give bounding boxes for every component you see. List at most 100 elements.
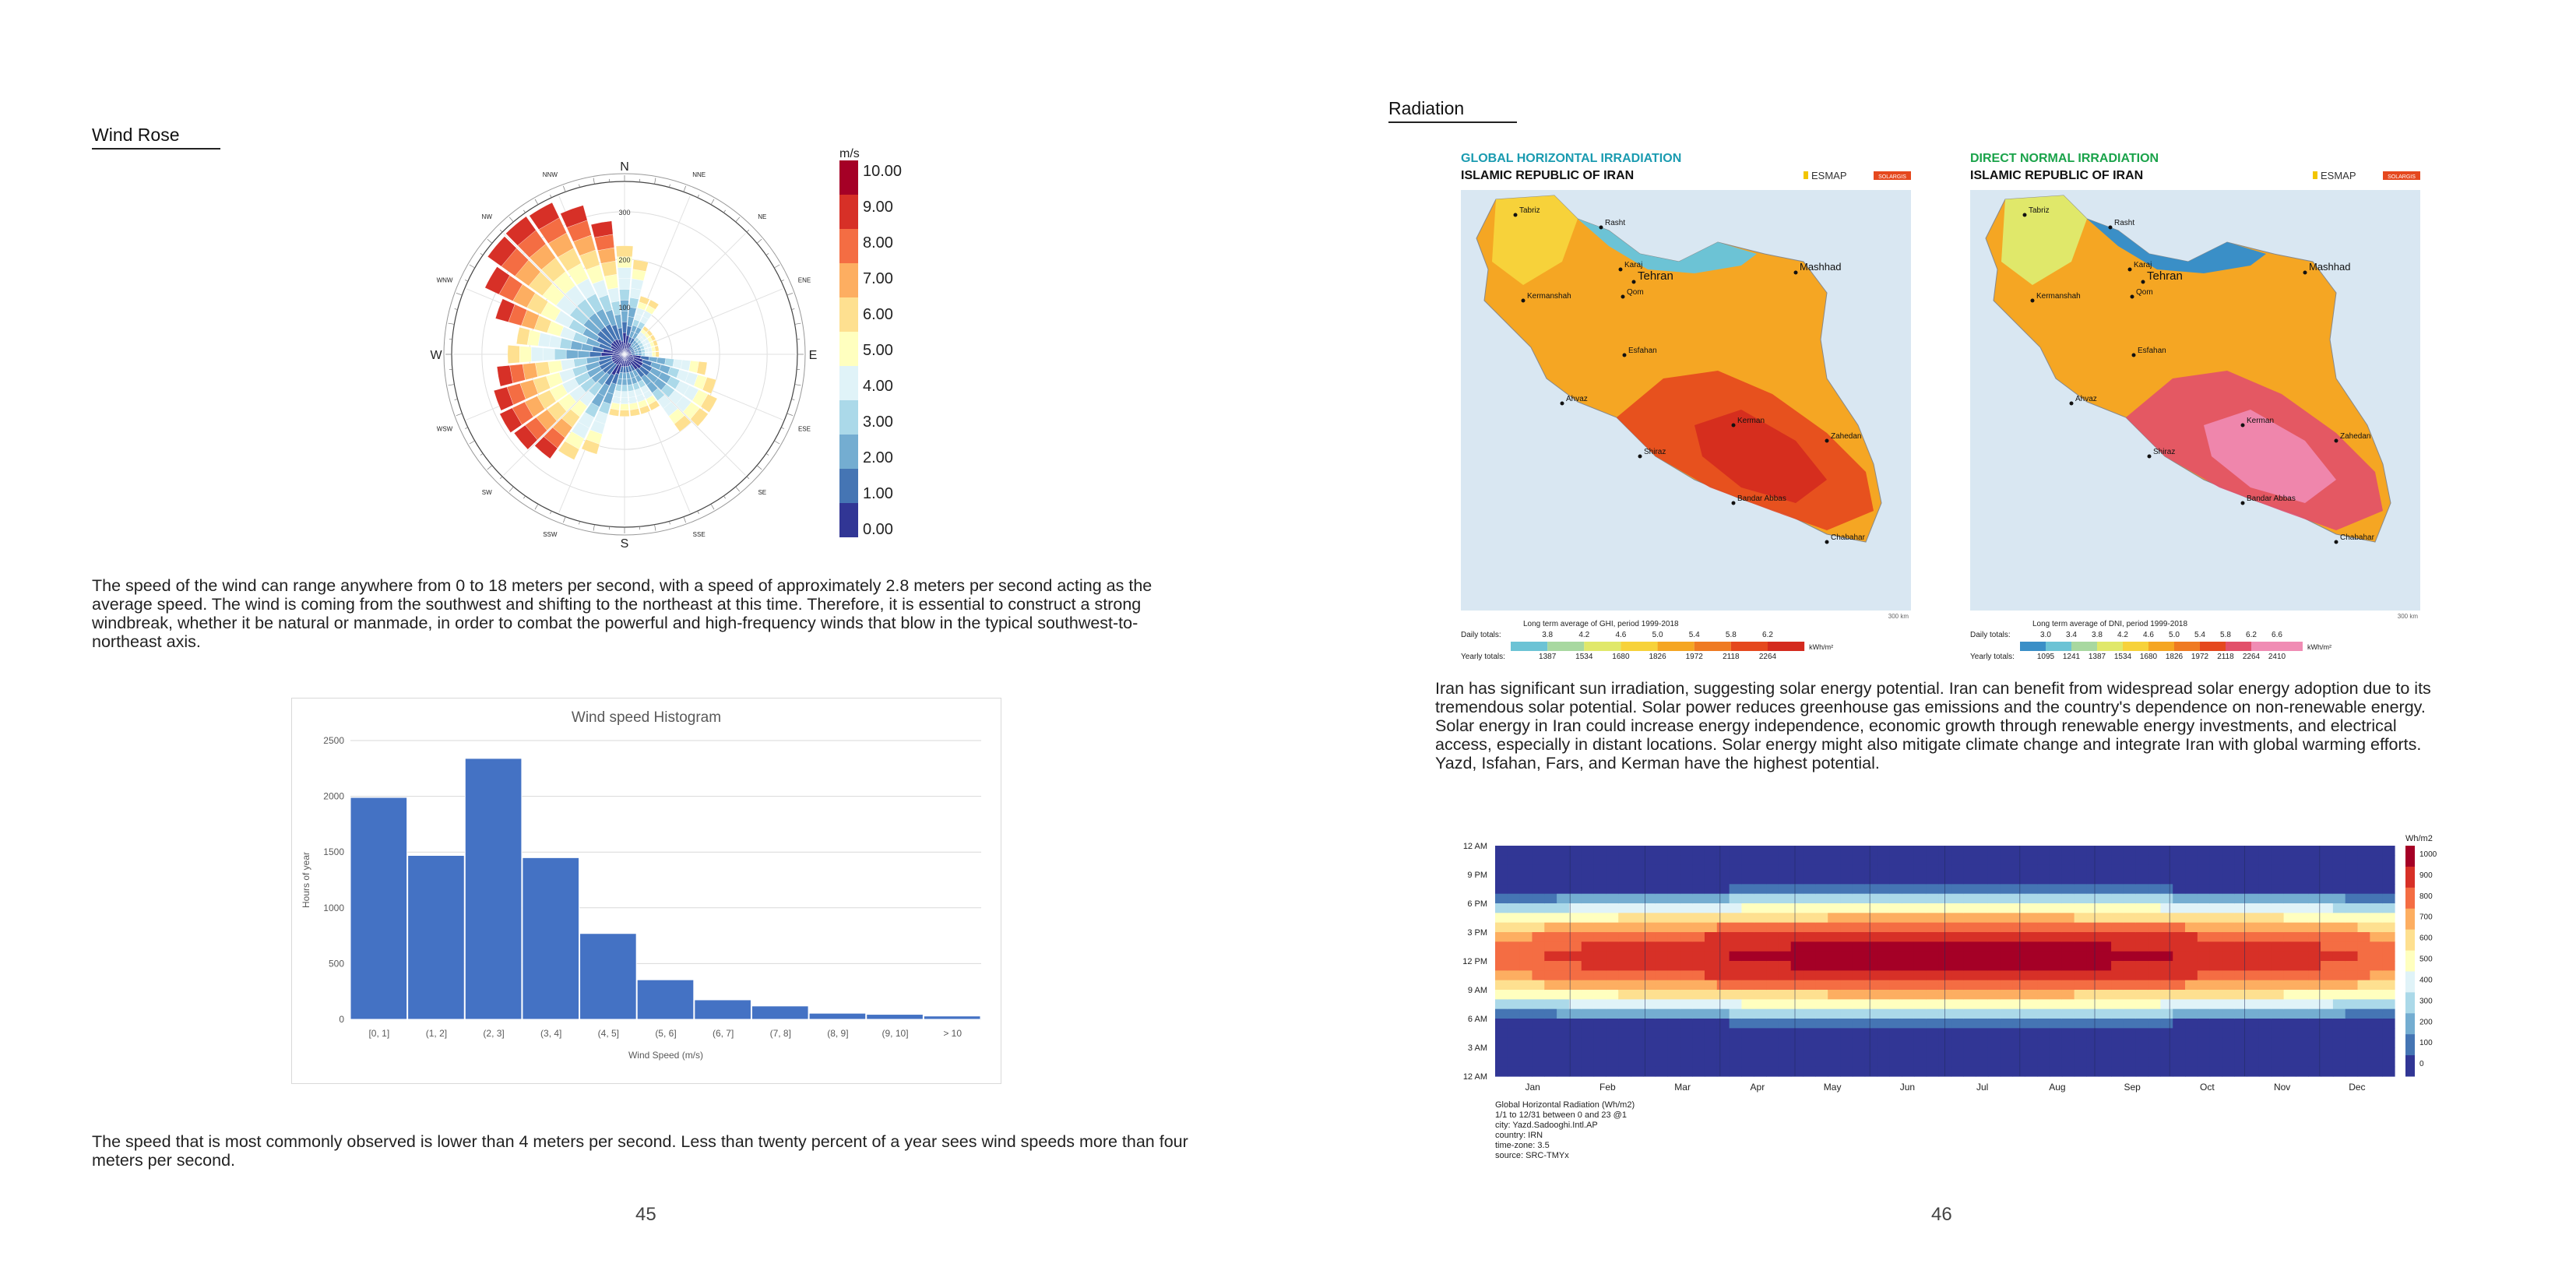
heatmap-cell bbox=[1987, 941, 2001, 952]
heatmap-cell bbox=[1778, 903, 1792, 913]
heatmap-cell bbox=[1864, 903, 1878, 913]
heatmap-cell bbox=[2258, 970, 2272, 981]
histogram-bar bbox=[522, 857, 580, 1020]
heatmap-cell bbox=[1618, 1057, 1631, 1068]
grid-spoke bbox=[503, 354, 625, 476]
heatmap-cell bbox=[2123, 1019, 2137, 1029]
heatmap-cell bbox=[2111, 893, 2124, 904]
heatmap-cell bbox=[1778, 864, 1792, 875]
heatmap-cell bbox=[1828, 893, 1841, 904]
heatmap-cell bbox=[2234, 999, 2247, 1010]
heatmap-cell bbox=[2382, 1037, 2395, 1048]
wind-rose-segment bbox=[542, 347, 555, 361]
heatmap-cell bbox=[2000, 884, 2014, 895]
heatmap-cell bbox=[2111, 990, 2124, 1000]
heatmap-cell bbox=[1889, 1019, 1902, 1029]
heatmap-cell bbox=[1976, 922, 1989, 933]
heatmap-cell bbox=[2321, 1028, 2334, 1039]
heatmap-cell bbox=[2086, 846, 2099, 856]
heatmap-cell bbox=[2357, 893, 2370, 904]
wind-rose-segment bbox=[638, 353, 642, 356]
heatmap-cell bbox=[1864, 1066, 1878, 1077]
heatmap-cell bbox=[2000, 913, 2014, 924]
heatmap-cell bbox=[2283, 999, 2297, 1010]
heatmap-cell bbox=[1618, 864, 1631, 875]
wind-rose-segment bbox=[621, 321, 628, 333]
heatmap-cell bbox=[2382, 961, 2395, 971]
heatmap-cell bbox=[2271, 951, 2285, 962]
heatmap-cell bbox=[1754, 1047, 1767, 1057]
city-dot bbox=[1513, 213, 1518, 217]
heatmap-cell bbox=[1606, 1019, 1619, 1029]
heatmap-cell bbox=[1557, 999, 1570, 1010]
heatmap-cell bbox=[1926, 1008, 1940, 1019]
daily-value: 4.2 bbox=[1578, 631, 1589, 639]
heatmap-cell bbox=[2271, 875, 2285, 885]
heatmap-cell bbox=[1902, 903, 1915, 913]
heatmap-cell bbox=[2209, 893, 2223, 904]
heatmap-cell bbox=[2296, 999, 2309, 1010]
heatmap-cell bbox=[1864, 951, 1878, 962]
heatmap-cell bbox=[1790, 1066, 1804, 1077]
city-dot bbox=[1825, 540, 1829, 544]
heatmap-cell bbox=[1951, 903, 1964, 913]
heatmap-cell bbox=[1642, 1066, 1656, 1077]
heatmap-cell bbox=[2111, 980, 2124, 991]
heatmap-cell bbox=[1568, 875, 1582, 885]
heatmap-cell bbox=[1581, 1019, 1595, 1029]
heatmap-cell bbox=[1557, 855, 1570, 866]
heatmap-cell bbox=[2283, 990, 2297, 1000]
heatmap-cell bbox=[1606, 1028, 1619, 1039]
heatmap-cell bbox=[1557, 1057, 1570, 1068]
heatmap-cell bbox=[2086, 855, 2099, 866]
heatmap-cell bbox=[1913, 1066, 1927, 1077]
heatmap-cell bbox=[1507, 932, 1521, 942]
yearly-value: 1680 bbox=[1612, 653, 1630, 661]
colorbar-swatch bbox=[839, 469, 858, 503]
heatmap-cell bbox=[2074, 970, 2088, 981]
heatmap-cell bbox=[2025, 1066, 2038, 1077]
heatmap-cell bbox=[2222, 1047, 2235, 1057]
heatmap-cell bbox=[2271, 961, 2285, 971]
heatmap-cell bbox=[1766, 980, 1779, 991]
heatmap-cell bbox=[1963, 875, 1976, 885]
heatmap-cell bbox=[1852, 1037, 1866, 1048]
heatmap-cell bbox=[1840, 970, 1853, 981]
heatmap-cell bbox=[2357, 864, 2370, 875]
heatmap-cell bbox=[1976, 875, 1989, 885]
wind-rose-segment bbox=[702, 377, 717, 394]
heatmap-cell bbox=[1889, 903, 1902, 913]
heatmap-cell bbox=[2049, 846, 2063, 856]
heatmap-cell bbox=[2012, 999, 2025, 1010]
heatmap-cell bbox=[2086, 1057, 2099, 1068]
heatmap-cell bbox=[2099, 1057, 2112, 1068]
heatmap-cell bbox=[1778, 875, 1792, 885]
yearly-value: 2118 bbox=[2217, 653, 2234, 661]
heatmap-cell bbox=[2123, 999, 2137, 1010]
histogram-bar bbox=[407, 854, 465, 1020]
heatmap-cell bbox=[2357, 913, 2370, 924]
heatmap-cell bbox=[1840, 1019, 1853, 1029]
heatmap-cell bbox=[1778, 1047, 1792, 1057]
heatmap-cell bbox=[1519, 980, 1533, 991]
heatmap-cell bbox=[2321, 999, 2334, 1010]
heatmap-cell bbox=[1532, 903, 1545, 913]
heatmap-cell bbox=[2283, 875, 2297, 885]
heatmap-cell bbox=[1507, 846, 1521, 856]
wind-rose-segment bbox=[632, 259, 649, 272]
heatmap-cell bbox=[2135, 1047, 2149, 1057]
heatmap-cell bbox=[2234, 1019, 2247, 1029]
heatmap-cell bbox=[2049, 961, 2063, 971]
city-dot bbox=[1521, 298, 1526, 303]
legend-swatch bbox=[1621, 642, 1658, 651]
compass-tick bbox=[579, 184, 580, 188]
x-tick-label: Oct bbox=[2200, 1082, 2215, 1093]
heatmap-cell bbox=[2049, 864, 2063, 875]
heatmap-cell bbox=[1692, 1019, 1705, 1029]
heatmap-cell bbox=[2370, 1037, 2383, 1048]
heatmap-cell bbox=[2296, 970, 2309, 981]
wind-rose-segment bbox=[589, 351, 602, 357]
heatmap-cell bbox=[2209, 875, 2223, 885]
heatmap-cell bbox=[1729, 970, 1743, 981]
legend-swatch bbox=[2251, 642, 2277, 651]
